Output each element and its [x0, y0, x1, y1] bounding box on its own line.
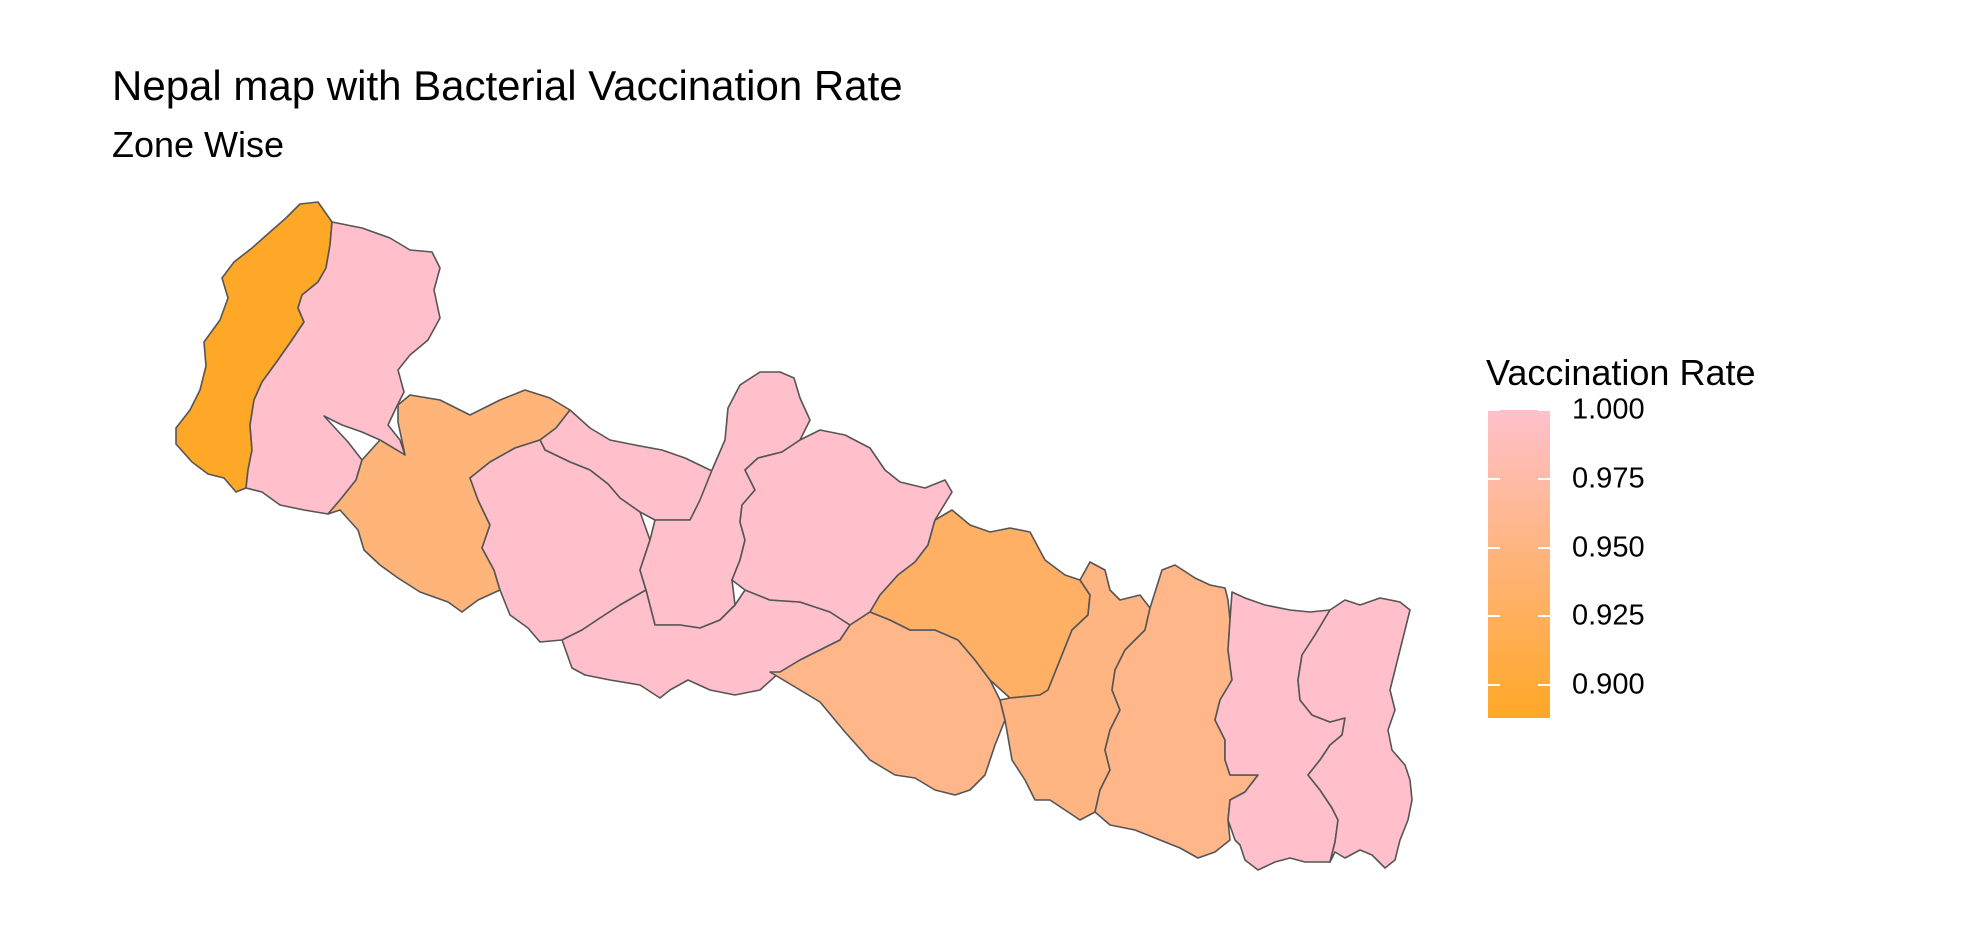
legend-tick-label: 0.975: [1572, 462, 1645, 495]
zone-gandaki[interactable]: [731, 429, 953, 626]
legend-tick-label: 1.000: [1572, 393, 1645, 426]
map-subtitle: Zone Wise: [112, 124, 285, 165]
zone-mechi[interactable]: [1297, 597, 1413, 869]
map-title: Nepal map with Bacterial Vaccination Rat…: [112, 62, 903, 109]
legend-tick-label: 0.900: [1572, 668, 1645, 701]
legend-tick-label: 0.925: [1572, 599, 1645, 632]
legend-title: Vaccination Rate: [1486, 352, 1756, 393]
legend-tick-label: 0.950: [1572, 531, 1645, 563]
legend-colorbar: [1488, 410, 1550, 718]
